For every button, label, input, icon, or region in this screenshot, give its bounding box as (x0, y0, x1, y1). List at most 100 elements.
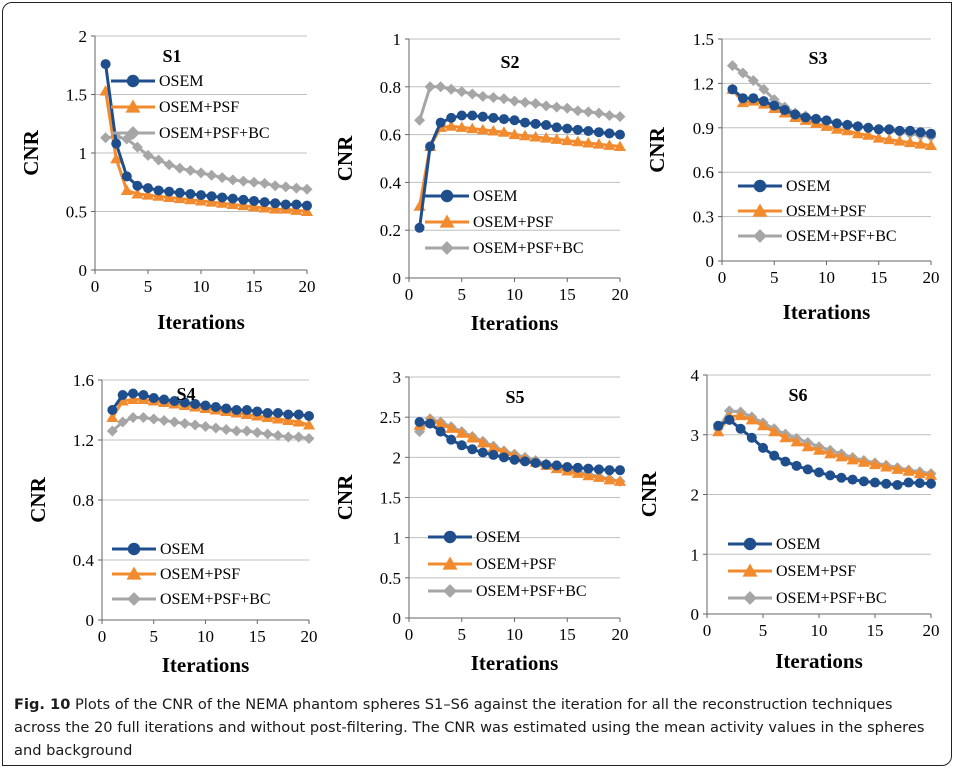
data-point (137, 412, 149, 423)
x-tick-label: 5 (770, 268, 779, 287)
legend-marker (442, 556, 458, 570)
data-point (206, 191, 217, 202)
y-tick-label: 2.5 (380, 408, 401, 427)
data-point (174, 187, 185, 198)
data-point (863, 122, 874, 133)
y-tick-label: 0 (79, 261, 88, 280)
data-point (614, 475, 626, 486)
y-tick-label: 1.5 (380, 489, 401, 508)
y-axis-label: CNR (645, 126, 669, 172)
legend-label: OSEM (159, 73, 203, 90)
x-tick-label: 15 (867, 621, 884, 640)
series-osem-psf (712, 409, 937, 480)
data-point (925, 139, 937, 151)
data-point (446, 434, 457, 445)
series-osem-psf (726, 83, 937, 151)
series-osem (713, 414, 936, 490)
y-tick-label: 0 (691, 605, 700, 624)
data-point (221, 403, 232, 414)
figure-caption: Fig. 10 Plots of the CNR of the NEMA pha… (14, 693, 934, 762)
data-point (303, 433, 315, 444)
panel-title: S2 (500, 52, 519, 72)
data-point (117, 390, 128, 400)
panel-title: S3 (808, 48, 827, 68)
data-point (914, 138, 927, 149)
x-tick-label: 5 (458, 625, 467, 644)
legend-marker (753, 179, 767, 193)
data-point (769, 100, 780, 111)
data-point (425, 418, 436, 429)
y-tick-label: 1.5 (693, 30, 714, 49)
x-tick-label: 5 (150, 627, 159, 646)
data-point (551, 460, 562, 471)
data-point (790, 109, 801, 120)
data-point (142, 189, 154, 200)
data-point (519, 129, 532, 141)
data-point (117, 416, 129, 428)
y-tick-label: 1 (79, 144, 88, 163)
data-point (231, 405, 242, 415)
legend-marker (126, 566, 142, 580)
data-point (131, 187, 144, 199)
data-point (836, 472, 847, 483)
data-point (116, 395, 129, 406)
data-point (132, 180, 143, 191)
data-point (615, 129, 625, 140)
data-point (282, 414, 295, 425)
data-point (210, 402, 221, 412)
data-point (106, 425, 118, 437)
data-point (424, 81, 436, 93)
data-point (498, 452, 509, 463)
chart-panel-s3: 0 0.3 0.6 0.9 1.2 1.5 0 5 10 15 20 Iterations CNR S3 O… (645, 30, 940, 324)
data-point (163, 191, 176, 202)
legend: OSEM OSEM+PSF OSEM+PSF+BC (428, 529, 587, 600)
data-point (435, 81, 447, 93)
x-tick-label: 0 (405, 285, 414, 304)
data-point (757, 419, 769, 431)
legend-marker (126, 74, 140, 88)
legend: OSEM OSEM+PSF OSEM+PSF+BC (425, 188, 584, 257)
x-tick-label: 15 (249, 627, 266, 646)
data-point (262, 408, 273, 418)
data-point (603, 473, 616, 485)
data-point (801, 440, 814, 452)
legend: OSEM OSEM+PSF OSEM+PSF+BC (111, 73, 270, 142)
data-point (477, 111, 488, 122)
data-point (592, 471, 605, 482)
data-point (758, 96, 769, 107)
y-tick-label: 0 (393, 609, 402, 628)
y-tick-label: 3 (393, 368, 402, 387)
data-point (414, 114, 426, 126)
legend-marker (752, 203, 768, 217)
data-point (152, 190, 165, 201)
data-point (758, 83, 770, 95)
data-point (925, 469, 937, 480)
data-point (303, 419, 315, 430)
data-point (530, 457, 541, 468)
data-point (593, 127, 604, 138)
data-point (614, 140, 626, 152)
data-point (148, 393, 159, 403)
series-osem-psf-bc (100, 131, 313, 195)
x-tick-label: 20 (299, 277, 316, 296)
data-point (824, 447, 837, 459)
data-point (477, 447, 488, 458)
x-axis-label: Iterations (157, 310, 245, 334)
data-point (455, 427, 468, 438)
data-point (467, 444, 478, 455)
y-tick-label: 1.6 (73, 371, 94, 390)
data-point (562, 123, 573, 134)
data-point (304, 411, 314, 421)
series-osem (414, 416, 625, 476)
data-point (237, 175, 249, 187)
panel-title: S1 (162, 46, 181, 66)
legend-marker (443, 530, 457, 544)
data-point (445, 120, 458, 131)
data-point (425, 141, 436, 152)
data-point (583, 463, 594, 474)
y-tick-label: 0.8 (380, 78, 401, 97)
data-point (614, 111, 626, 123)
legend-label: OSEM (786, 178, 830, 195)
data-point (487, 125, 500, 136)
data-point (466, 432, 479, 443)
